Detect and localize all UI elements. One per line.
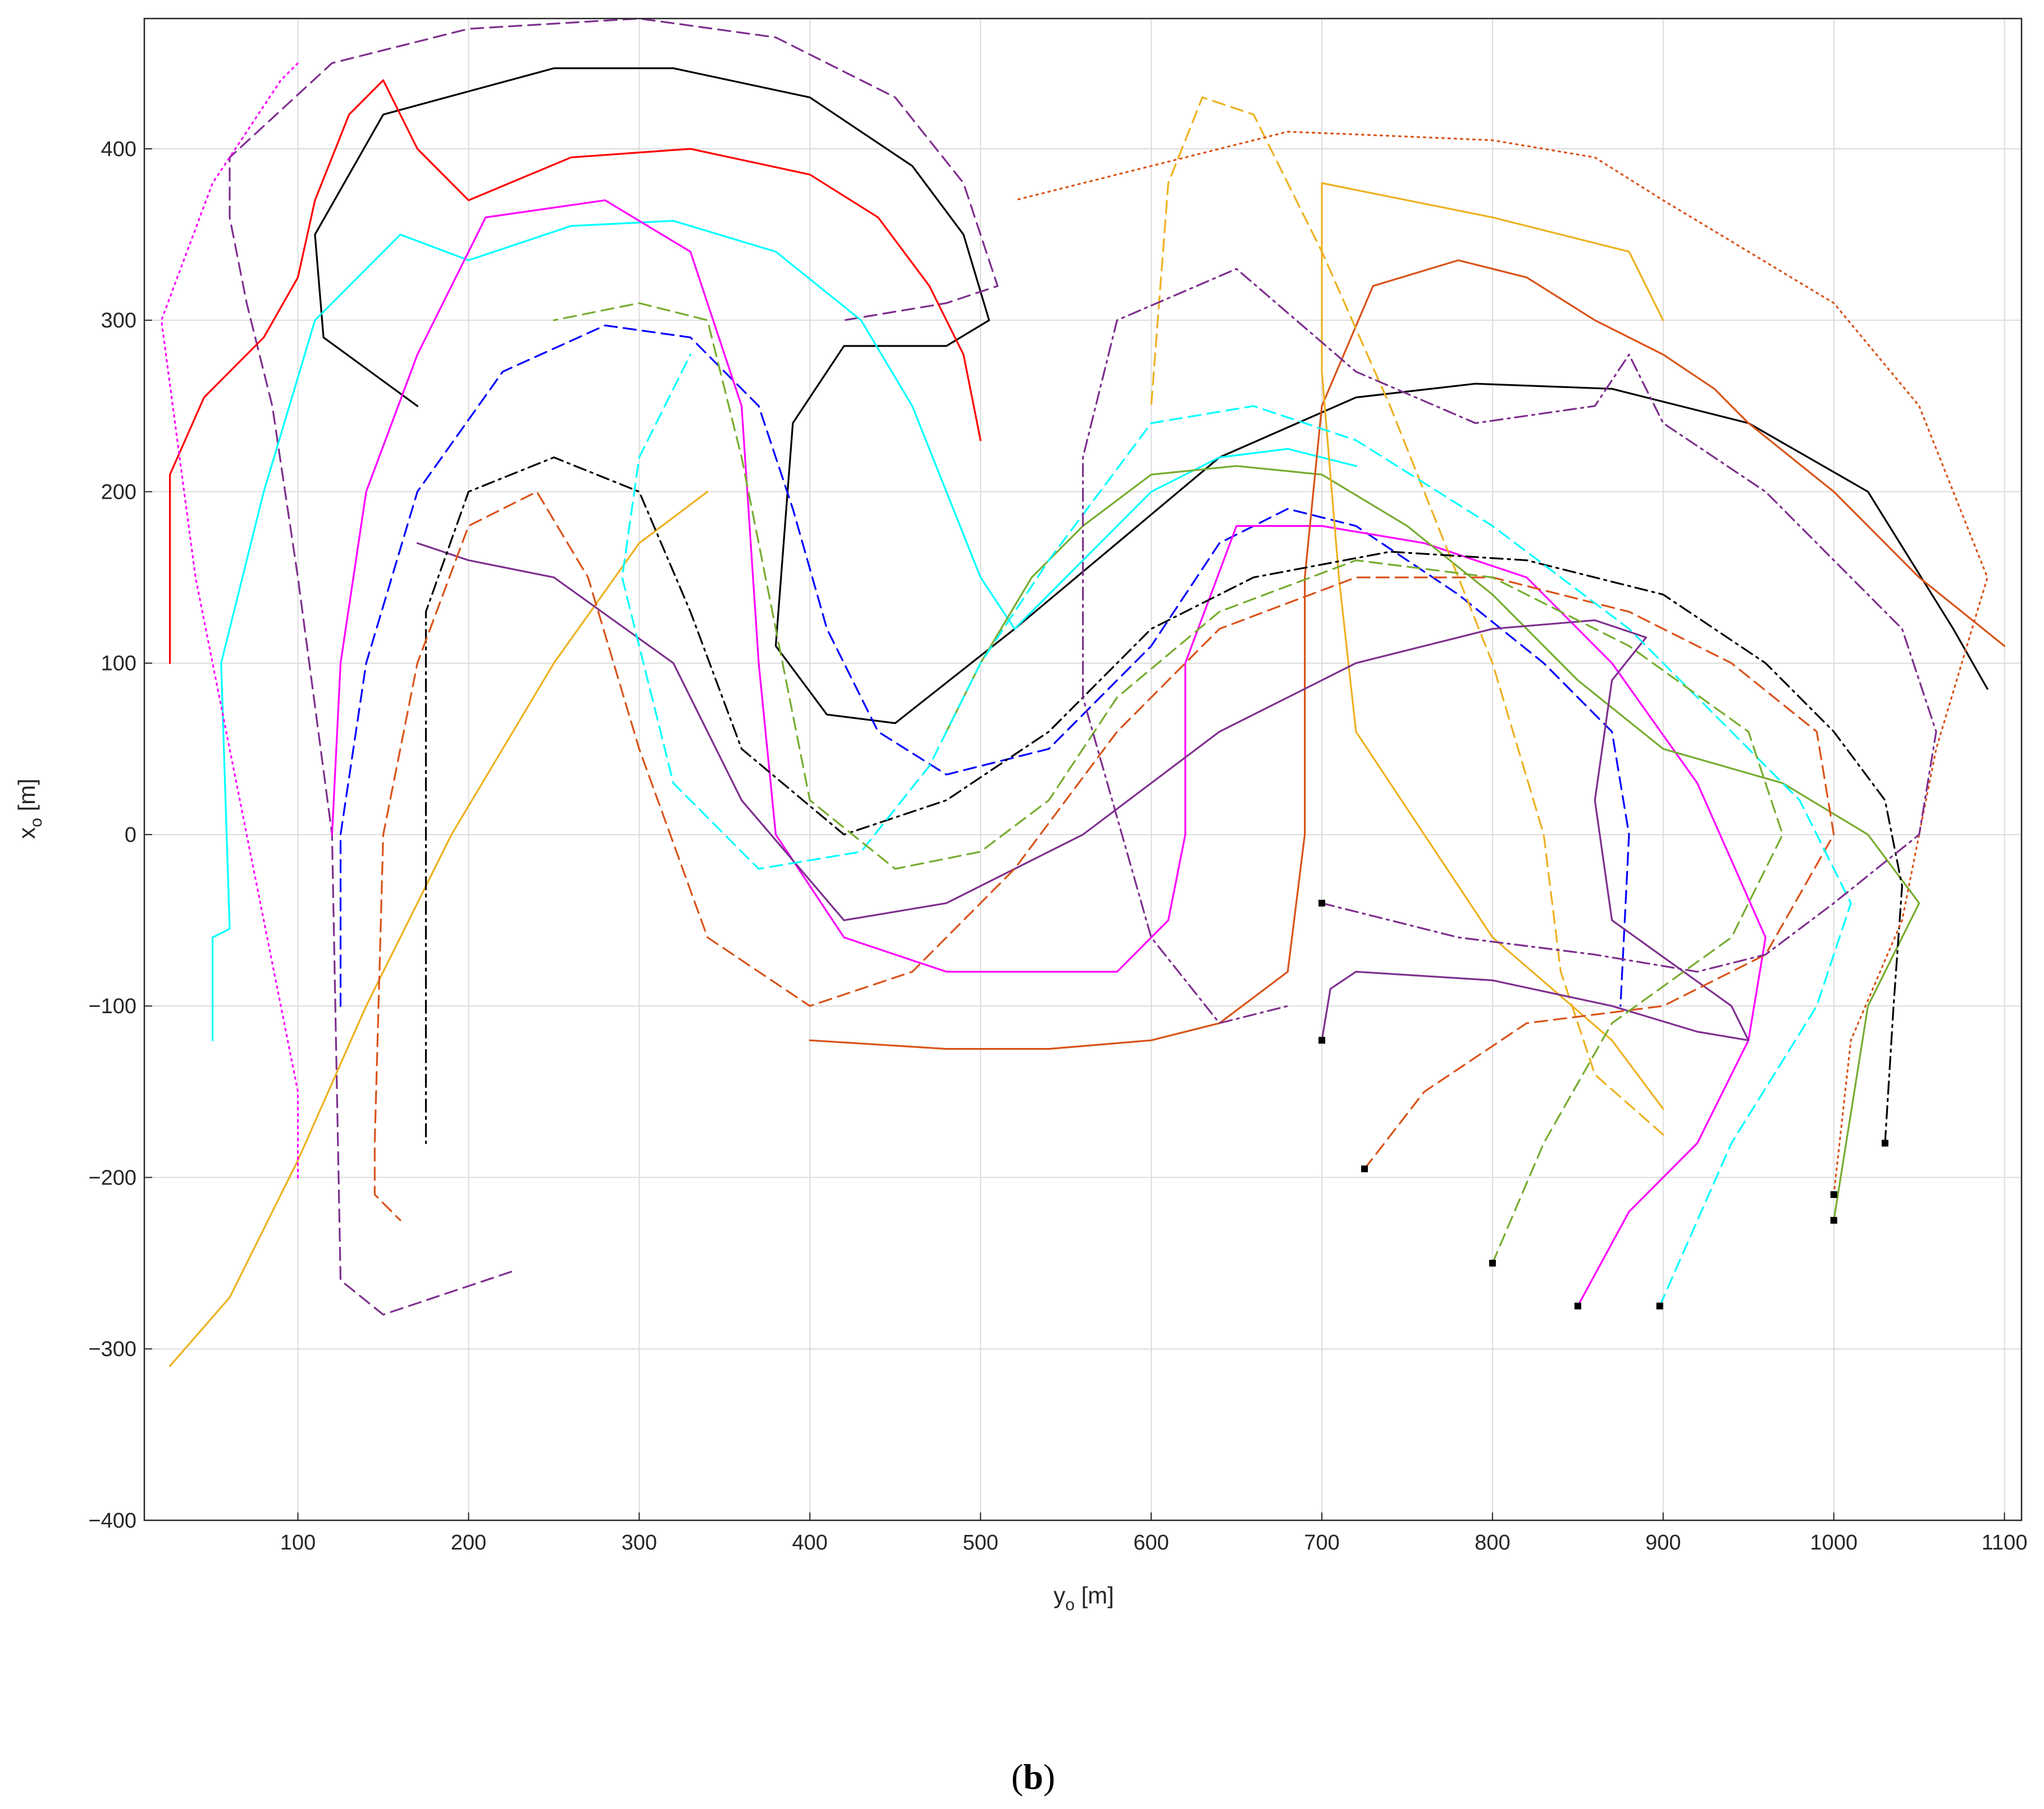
trajectory <box>621 353 1852 1307</box>
caption-open: ( <box>1011 1757 1023 1797</box>
y-tick-label: 300 <box>101 309 136 332</box>
x-tick-label: 700 <box>1304 1531 1339 1555</box>
figure-caption: (b) <box>1011 1757 1055 1797</box>
start-marker <box>1830 1216 1837 1224</box>
x-tick-label: 200 <box>451 1531 486 1555</box>
caption-close: ) <box>1043 1757 1055 1797</box>
x-label-subscript: o <box>1065 1596 1075 1614</box>
y-label-suffix: [m] <box>13 778 40 818</box>
y-tick-label: −300 <box>88 1338 136 1361</box>
y-axis-label: xo [m] <box>13 778 45 839</box>
trajectory <box>229 17 999 1316</box>
x-tick-label: 900 <box>1645 1531 1681 1555</box>
y-tick-label: 400 <box>101 138 136 161</box>
trajectory <box>553 302 1784 1264</box>
start-marker <box>1318 900 1325 907</box>
trajectory <box>1150 96 1664 1136</box>
x-tick-label: 500 <box>962 1531 998 1555</box>
x-tick-label: 800 <box>1475 1531 1510 1555</box>
y-tick-label: 100 <box>101 652 136 676</box>
start-marker <box>1830 1191 1837 1199</box>
y-tick-label: 200 <box>101 480 136 504</box>
trajectory <box>331 199 1767 1307</box>
y-tick-label: −100 <box>88 995 136 1018</box>
x-tick-label: 100 <box>280 1531 316 1555</box>
x-label-suffix: [m] <box>1075 1582 1114 1608</box>
trajectory <box>212 220 1357 1041</box>
x-label-text: y <box>1053 1582 1065 1608</box>
x-tick-label: 1000 <box>1810 1531 1858 1555</box>
x-tick-label: 300 <box>622 1531 657 1555</box>
x-axis-label: yo [m] <box>1053 1582 1114 1614</box>
trajectory <box>373 490 1835 1222</box>
x-tick-label: 1100 <box>1982 1531 2028 1555</box>
start-marker <box>1656 1302 1663 1310</box>
y-label-text: x <box>13 827 40 839</box>
trajectory <box>809 259 2006 1050</box>
y-tick-label: 0 <box>125 823 136 847</box>
x-tick-label: 400 <box>792 1531 828 1555</box>
trajectory <box>160 62 299 1179</box>
ticks: 100 200 300 400 500 600 700 800 900 1000 1100−400−… <box>88 17 2028 1555</box>
start-marker <box>1574 1302 1581 1310</box>
start-marker <box>1318 1037 1325 1044</box>
axes-box <box>143 17 2023 1521</box>
start-marker <box>1489 1260 1496 1267</box>
y-label-subscript: o <box>27 818 45 827</box>
caption-letter: b <box>1023 1757 1043 1797</box>
trajectory <box>945 465 1920 1222</box>
y-tick-label: −400 <box>88 1509 136 1533</box>
trajectory <box>314 67 1988 724</box>
start-marker <box>1881 1140 1888 1147</box>
trajectory <box>169 79 982 664</box>
trajectory <box>425 456 1903 1144</box>
y-tick-label: −200 <box>88 1166 136 1190</box>
x-tick-label: 600 <box>1133 1531 1169 1555</box>
trajectory <box>1321 182 1664 1110</box>
trajectory <box>1082 268 1937 1024</box>
trajectory <box>416 542 1750 1041</box>
start-marker <box>1361 1165 1368 1173</box>
trajectory <box>1014 130 1988 1196</box>
plot-lines <box>160 17 2006 1367</box>
